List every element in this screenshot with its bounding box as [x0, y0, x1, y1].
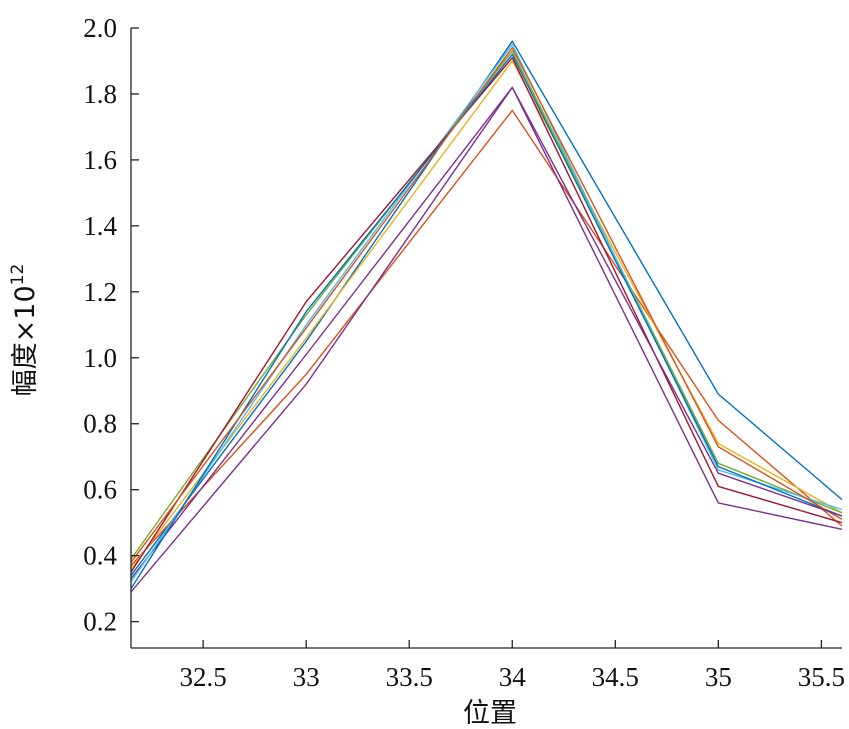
series-line-7	[130, 57, 843, 573]
y-tick-label: 0.6	[83, 475, 117, 505]
series-line-9	[130, 47, 843, 563]
y-tick-label: 1.2	[83, 277, 117, 307]
series-line-8	[130, 53, 843, 589]
y-tick-label: 0.8	[83, 409, 117, 439]
series-line-5	[130, 50, 843, 560]
x-tick-label: 32.5	[180, 662, 227, 692]
x-axis-label: 位置	[463, 698, 517, 729]
series-line-4	[130, 86, 843, 580]
axes-layer	[130, 28, 842, 649]
x-tick-label: 33.5	[386, 662, 433, 692]
x-tick-label: 35.5	[798, 662, 845, 692]
x-tick-label: 34	[499, 662, 527, 692]
y-axis-label-main: 幅度×10	[10, 285, 41, 396]
ticks-layer: 32.5 33 33.5 34 34.5 35 35.5 0.2 0.4 0.6 0.8 1.0 1.2…	[83, 13, 845, 692]
y-tick-label: 1.0	[83, 343, 117, 373]
series-layer	[130, 40, 843, 593]
x-tick-label: 35	[705, 662, 732, 692]
y-tick-label: 0.4	[83, 541, 117, 571]
series-line-10	[130, 86, 843, 593]
y-tick-label: 1.6	[83, 145, 117, 175]
y-tick-label: 1.8	[83, 79, 117, 109]
y-tick-label: 2.0	[83, 13, 117, 43]
series-line-2	[130, 109, 843, 567]
x-tick-label: 33	[293, 662, 320, 692]
y-tick-label: 1.4	[83, 211, 117, 241]
series-line-1	[130, 40, 843, 576]
y-axis-label: 幅度×1012	[8, 264, 41, 397]
series-line-3	[130, 60, 843, 570]
x-tick-label: 34.5	[592, 662, 639, 692]
y-tick-label: 0.2	[83, 607, 117, 637]
y-axis-label-exponent: 12	[8, 264, 28, 286]
